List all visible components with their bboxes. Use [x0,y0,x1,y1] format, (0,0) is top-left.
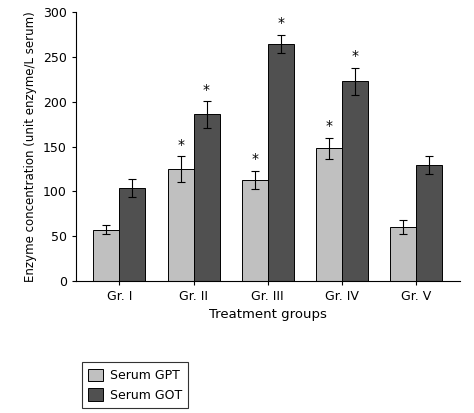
Bar [268,44,294,281]
Y-axis label: Enzyme concentration (unit enzyme/L serum): Enzyme concentration (unit enzyme/L seru… [24,11,37,282]
Bar [119,188,145,281]
Bar [342,81,368,281]
Bar [93,230,119,281]
Text: *: * [277,16,284,30]
X-axis label: Treatment groups: Treatment groups [209,309,327,321]
Bar [167,169,193,281]
Text: *: * [251,152,258,166]
Bar [193,114,219,281]
Bar [416,165,442,281]
Text: *: * [177,138,184,152]
Text: *: * [203,83,210,97]
Bar [242,180,268,281]
Legend: Serum GPT, Serum GOT: Serum GPT, Serum GOT [82,362,188,408]
Bar [316,148,342,281]
Text: *: * [326,119,333,133]
Text: *: * [352,50,358,63]
Bar [391,227,416,281]
